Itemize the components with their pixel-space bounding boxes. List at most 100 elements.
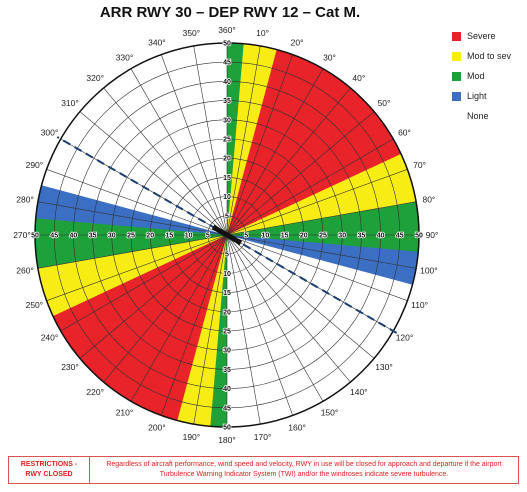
speed-label: 20 bbox=[223, 309, 231, 316]
bearing-label: 300° bbox=[41, 128, 59, 138]
radial-spoke bbox=[103, 234, 228, 383]
bearing-label: 190° bbox=[183, 432, 201, 442]
radial-spoke bbox=[130, 234, 228, 402]
bearing-label: 220° bbox=[86, 387, 104, 397]
bearing-label: 90° bbox=[426, 230, 439, 240]
speed-label: 10 bbox=[223, 194, 231, 201]
speed-label: 5 bbox=[244, 233, 248, 240]
restrictions-label-line: RWY CLOSED bbox=[25, 471, 73, 478]
radial-spoke bbox=[226, 234, 261, 425]
bearing-label: 330° bbox=[116, 53, 134, 63]
bearing-label: 140° bbox=[350, 387, 368, 397]
legend-swatch bbox=[452, 31, 461, 41]
bearing-label: 50° bbox=[378, 98, 391, 108]
radial-spoke bbox=[193, 234, 228, 425]
radial-spoke bbox=[130, 68, 228, 236]
restrictions-label: RESTRICTIONS - RWY CLOSED bbox=[9, 457, 90, 483]
speed-label: 50 bbox=[31, 233, 39, 240]
speed-label: 40 bbox=[223, 386, 231, 393]
bearing-label: 10° bbox=[256, 28, 269, 38]
speed-label: 45 bbox=[223, 405, 231, 412]
bearing-label: 70° bbox=[413, 160, 426, 170]
radial-spoke bbox=[226, 234, 293, 416]
legend-item-severe: Severe bbox=[452, 26, 511, 46]
radial-spoke bbox=[79, 234, 228, 359]
speed-label: 35 bbox=[223, 367, 231, 374]
zone-severe bbox=[53, 235, 227, 421]
speed-label: 10 bbox=[223, 271, 231, 278]
radial-spoke bbox=[226, 169, 408, 236]
bearing-label: 120° bbox=[396, 333, 414, 343]
chart-title: ARR RWY 30 – DEP RWY 12 – Cat M. bbox=[99, 4, 361, 21]
bearing-label: 160° bbox=[288, 423, 306, 433]
speed-label: 30 bbox=[223, 117, 231, 124]
speed-label: 45 bbox=[223, 60, 231, 67]
speed-label: 5 bbox=[225, 252, 229, 259]
speed-label: 15 bbox=[223, 175, 231, 182]
legend-item-mod-to-sev: Mod to sev bbox=[452, 46, 511, 66]
speed-label: 5 bbox=[225, 213, 229, 220]
speed-label: 20 bbox=[300, 233, 308, 240]
radial-spoke bbox=[37, 234, 228, 269]
restrictions-label-line: RESTRICTIONS - bbox=[20, 461, 78, 468]
radial-spoke bbox=[46, 169, 228, 236]
bearing-label: 360° bbox=[218, 25, 236, 35]
bearing-label: 250° bbox=[26, 300, 44, 310]
bearing-label: 240° bbox=[41, 333, 59, 343]
legend-label: Mod bbox=[467, 71, 485, 81]
radial-spoke bbox=[226, 234, 408, 301]
rose-border bbox=[34, 42, 420, 428]
bearing-label: 350° bbox=[183, 28, 201, 38]
radial-spoke bbox=[226, 234, 417, 269]
radial-spoke bbox=[37, 201, 228, 236]
radial-spoke bbox=[226, 68, 324, 236]
radial-spoke bbox=[79, 111, 228, 236]
speed-label: 35 bbox=[223, 98, 231, 105]
speed-label: 30 bbox=[223, 348, 231, 355]
speed-label: 45 bbox=[396, 233, 404, 240]
speed-label: 25 bbox=[223, 137, 231, 144]
legend-swatch bbox=[452, 111, 461, 121]
radial-spoke bbox=[193, 45, 228, 236]
bearing-label: 200° bbox=[148, 423, 166, 433]
radial-spoke bbox=[60, 234, 228, 332]
bearing-label: 170° bbox=[254, 432, 272, 442]
speed-label: 40 bbox=[377, 233, 385, 240]
bearing-label: 20° bbox=[291, 37, 304, 47]
legend-swatch bbox=[452, 51, 461, 61]
legend-swatch bbox=[452, 91, 461, 101]
speed-label: 45 bbox=[50, 233, 58, 240]
bearing-label: 290° bbox=[26, 160, 44, 170]
speed-label: 15 bbox=[223, 290, 231, 297]
zone-severe bbox=[227, 49, 401, 235]
bearing-label: 130° bbox=[375, 362, 393, 372]
speed-label: 50 bbox=[415, 233, 423, 240]
bearing-label: 60° bbox=[398, 128, 411, 138]
legend-label: Mod to sev bbox=[467, 51, 512, 61]
radial-spoke bbox=[226, 234, 351, 383]
radial-spoke bbox=[46, 234, 228, 301]
legend-item-mod: Mod bbox=[452, 66, 511, 86]
radial-spoke bbox=[226, 201, 417, 236]
wind-rose: 5 10 15 20 25 30 35 40 45 50 5 10 15 20 25 30 35 40 45 50 5 1… bbox=[13, 25, 439, 445]
radial-spoke bbox=[226, 54, 293, 236]
bearing-label: 320° bbox=[86, 73, 104, 83]
speed-label: 35 bbox=[89, 233, 97, 240]
radial-spoke bbox=[226, 45, 261, 236]
bearing-label: 260° bbox=[16, 266, 34, 276]
speed-label: 30 bbox=[338, 233, 346, 240]
radial-spoke bbox=[161, 54, 228, 236]
speed-label: 25 bbox=[223, 329, 231, 336]
restrictions-text-line: Turbulence Warning Indicator System (TWI… bbox=[159, 471, 449, 478]
legend-label: Severe bbox=[467, 31, 496, 41]
bearing-label: 310° bbox=[61, 98, 79, 108]
bearing-label: 80° bbox=[422, 194, 435, 204]
bearing-label: 270° bbox=[13, 230, 31, 240]
speed-label: 15 bbox=[281, 233, 289, 240]
bearing-label: 150° bbox=[321, 408, 339, 418]
restrictions-box: RESTRICTIONS - RWY CLOSED Regardless of … bbox=[8, 456, 519, 484]
speed-label: 25 bbox=[319, 233, 327, 240]
speed-label: 5 bbox=[206, 233, 210, 240]
speed-label: 40 bbox=[70, 233, 78, 240]
bearing-label: 100° bbox=[420, 266, 438, 276]
